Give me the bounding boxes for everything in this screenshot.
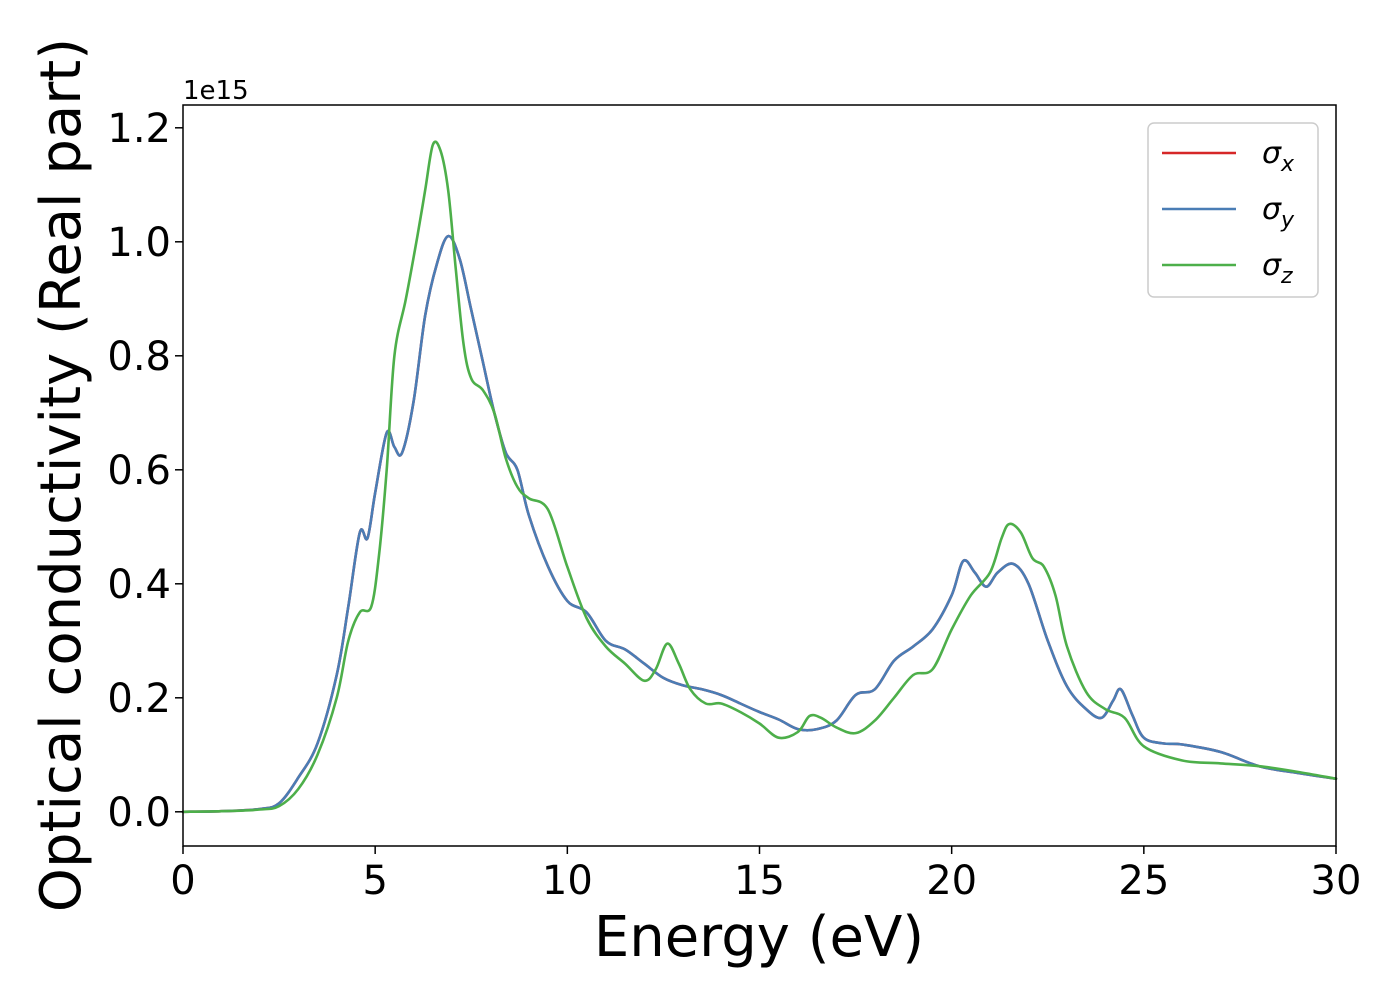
legend: σx σy σz bbox=[1147, 122, 1319, 298]
plot-area bbox=[181, 140, 1338, 814]
y-axis: 0.0 0.2 0.4 0.6 0.8 1.0 1.2 bbox=[107, 106, 183, 836]
legend-label-z: σz bbox=[1262, 248, 1293, 289]
series-line-y bbox=[181, 234, 1338, 814]
y-offset-label: 1e15 bbox=[183, 76, 249, 106]
x-axis: 0 5 10 15 20 25 30 bbox=[170, 846, 1361, 904]
series-line-z bbox=[181, 140, 1338, 814]
legend-label-y: σy bbox=[1262, 192, 1295, 233]
x-tick-label: 0 bbox=[170, 858, 195, 904]
y-axis-label: Optical conductivity (Real part) bbox=[29, 38, 94, 912]
legend-label-x: σx bbox=[1262, 136, 1295, 177]
x-tick-label: 5 bbox=[362, 858, 387, 904]
x-tick-label: 20 bbox=[926, 858, 977, 904]
x-tick-label: 25 bbox=[1118, 858, 1169, 904]
y-tick-label: 0.4 bbox=[107, 562, 171, 608]
y-tick-label: 0.0 bbox=[107, 790, 171, 836]
y-tick-label: 1.2 bbox=[107, 106, 171, 152]
x-axis-label: Energy (eV) bbox=[594, 905, 924, 970]
y-tick-label: 1.0 bbox=[107, 220, 171, 266]
y-tick-label: 0.6 bbox=[107, 448, 171, 494]
y-tick-label: 0.2 bbox=[107, 676, 171, 722]
y-tick-label: 0.8 bbox=[107, 334, 171, 380]
x-tick-label: 30 bbox=[1311, 858, 1362, 904]
x-tick-label: 10 bbox=[542, 858, 593, 904]
legend-entries: σx σy σz bbox=[1162, 136, 1295, 289]
x-tick-label: 15 bbox=[734, 858, 785, 904]
